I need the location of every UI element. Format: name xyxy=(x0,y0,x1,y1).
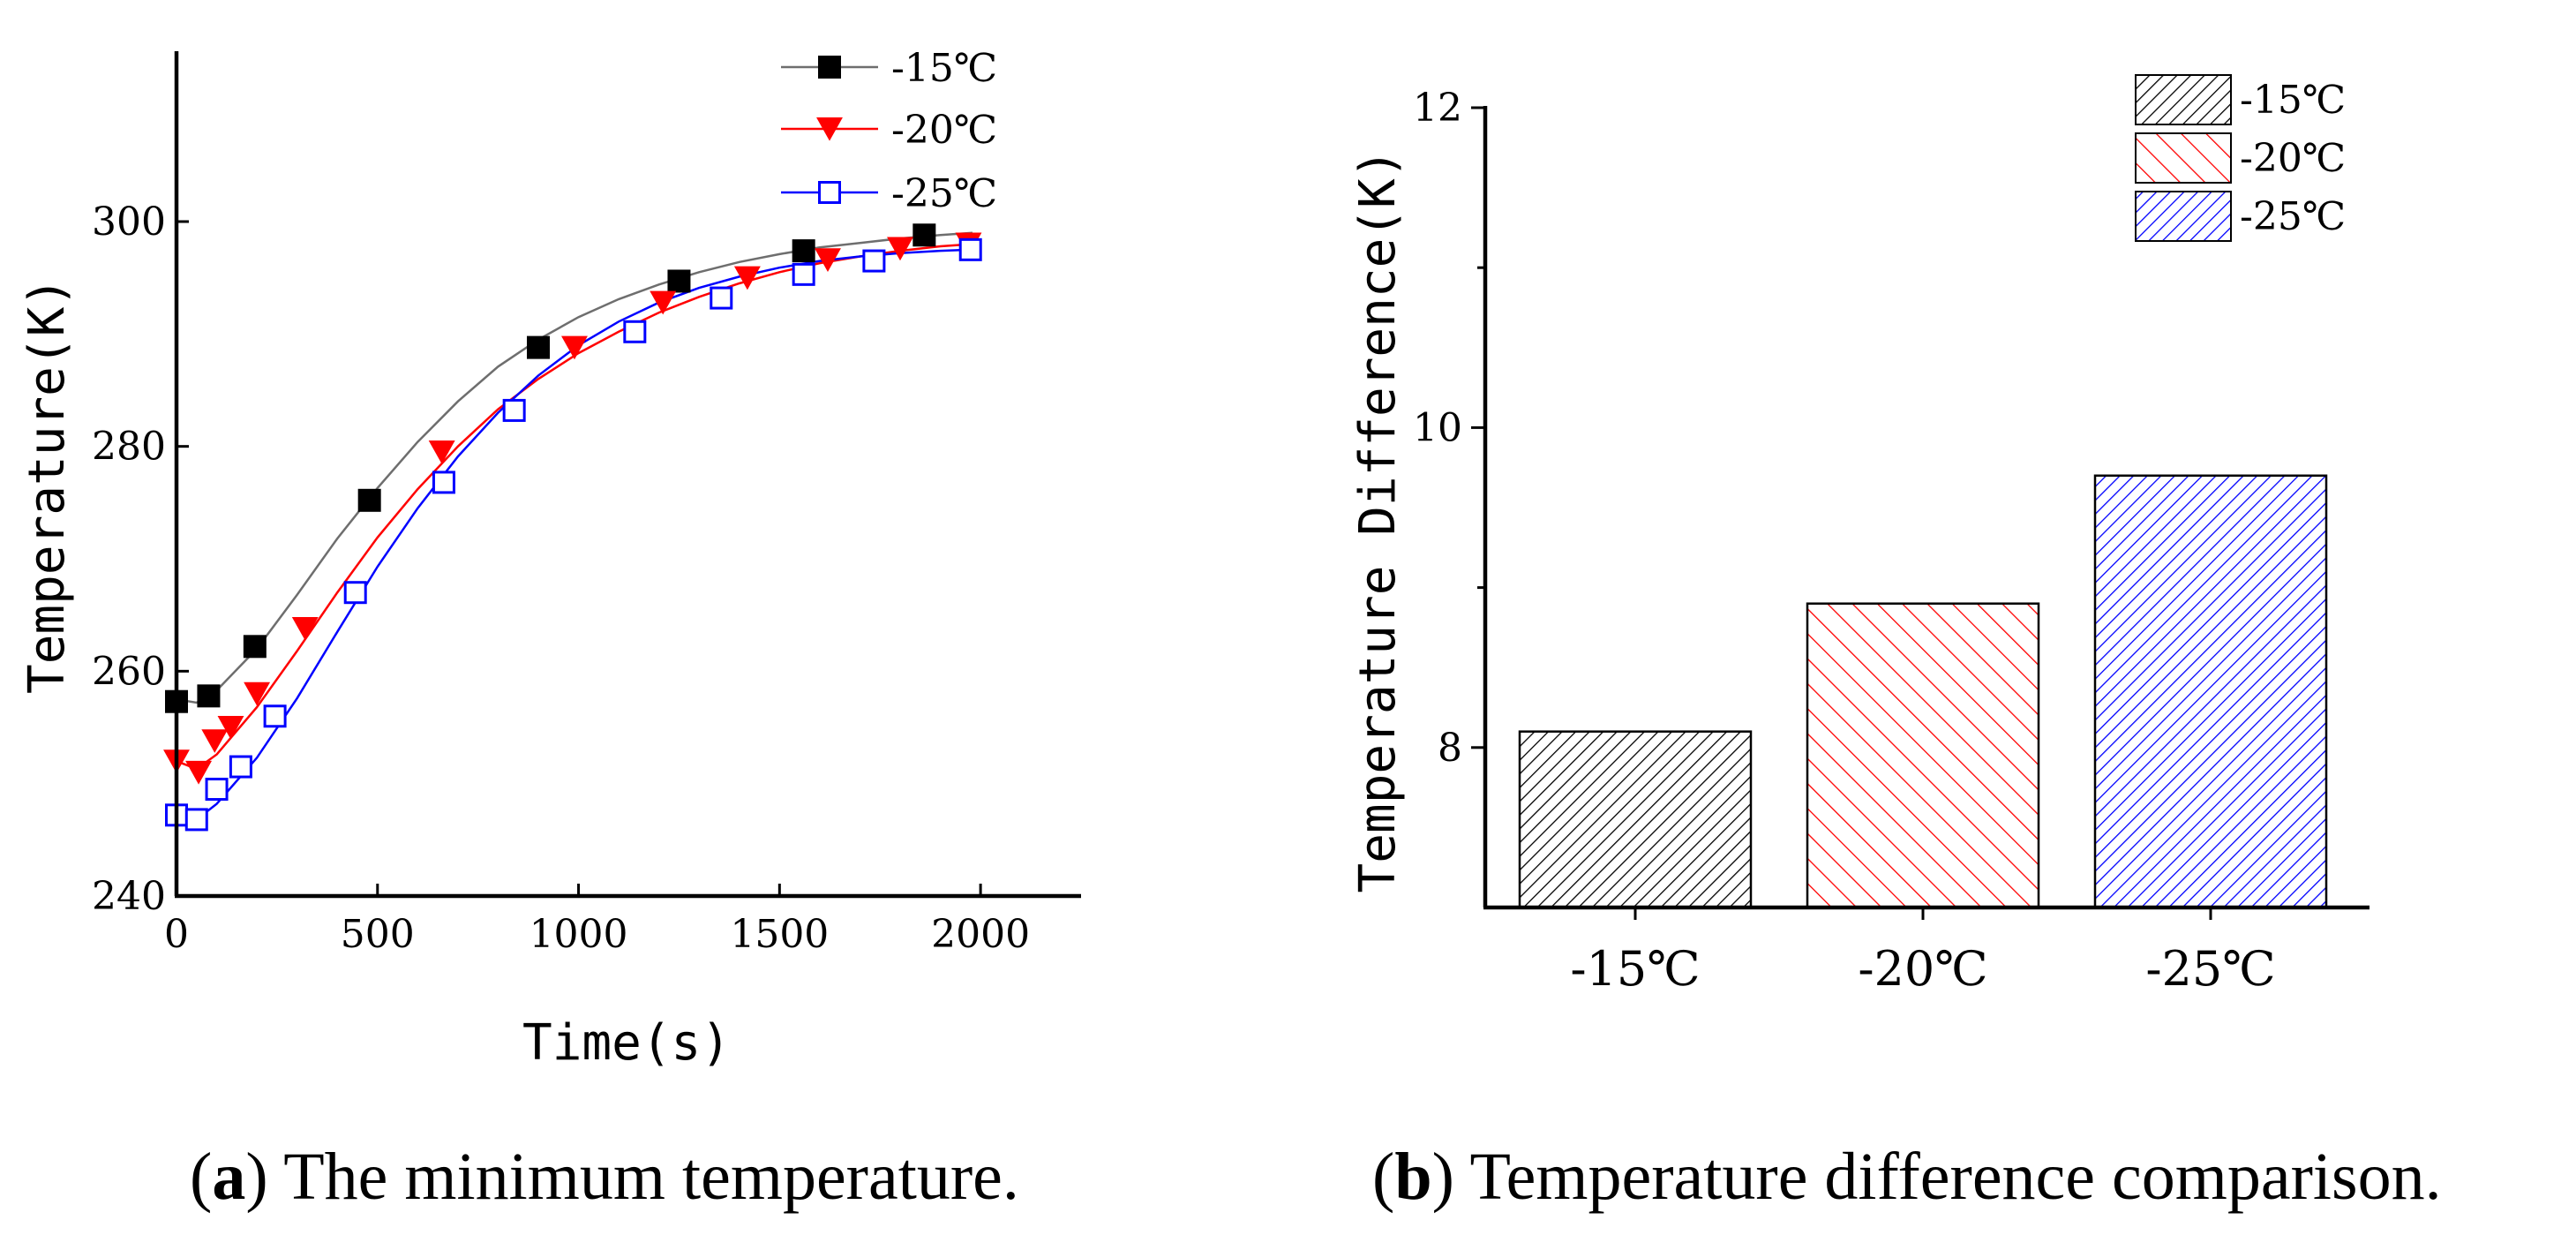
point-20c xyxy=(887,237,913,261)
point-20c xyxy=(291,616,319,641)
x-tick-label: -15℃ xyxy=(1570,941,1700,997)
legend-label: -20℃ xyxy=(891,108,997,153)
bars xyxy=(1518,474,2328,909)
legend-item-20c: -20℃ xyxy=(2135,132,2346,184)
curve-20c xyxy=(176,243,973,771)
point-25c xyxy=(623,320,647,343)
caption-a: (a) The minimum temperature. xyxy=(190,1140,1019,1214)
point-20c xyxy=(561,335,588,360)
point-20c xyxy=(815,248,841,272)
caption-a-text: The minimum temperature. xyxy=(283,1140,1019,1214)
legend: -15℃ -20℃ -25℃ xyxy=(781,46,997,216)
legend-swatch xyxy=(2135,74,2232,125)
y-tick-label: 240 xyxy=(92,874,166,919)
x-tick-label: 2000 xyxy=(931,912,1030,957)
point-25c xyxy=(229,755,252,779)
y-tick-label: 8 xyxy=(1438,726,1462,771)
legend-swatch xyxy=(2135,191,2232,242)
bar-25c xyxy=(2093,474,2328,909)
curve-15c xyxy=(176,231,973,704)
legend-label: -15℃ xyxy=(891,46,997,91)
x-tick-label: 1000 xyxy=(529,912,628,957)
point-15c xyxy=(667,269,691,293)
bar-20c xyxy=(1806,602,2040,909)
legend: -15℃ -20℃ -25℃ xyxy=(2135,74,2346,242)
point-15c xyxy=(243,635,267,659)
x-tick-label: 500 xyxy=(341,912,415,957)
legend-marker xyxy=(816,117,843,141)
point-20c xyxy=(733,266,761,290)
series-curves xyxy=(176,231,973,821)
legend-item-25c: -25℃ xyxy=(2135,191,2346,242)
caption-b-text: Temperature difference comparison. xyxy=(1469,1140,2442,1214)
y-axis-title: Temperature Difference(K) xyxy=(1349,149,1407,893)
x-tick-label: 0 xyxy=(164,912,189,957)
y-tick-label: 260 xyxy=(92,649,166,694)
axes xyxy=(174,51,1081,899)
point-25c xyxy=(792,262,815,286)
point-25c xyxy=(432,471,455,494)
x-tick-label: -20℃ xyxy=(1858,941,1987,997)
legend-label: -25℃ xyxy=(891,171,997,216)
legend-item-20c: -20℃ xyxy=(781,108,997,153)
caption-b: (b) Temperature difference comparison. xyxy=(1372,1140,2442,1214)
legend-marker xyxy=(818,181,841,204)
series-markers xyxy=(163,223,982,832)
point-15c xyxy=(357,488,381,512)
point-25c xyxy=(263,704,287,728)
y-tick-label: 280 xyxy=(92,425,166,470)
point-15c xyxy=(527,335,550,359)
legend-swatch xyxy=(2135,132,2232,184)
bar-rect xyxy=(1806,602,2040,909)
legend-item-15c: -15℃ xyxy=(781,46,997,91)
y-tick-label: 12 xyxy=(1413,86,1462,131)
point-25c xyxy=(958,237,982,261)
point-20c xyxy=(428,441,455,464)
x-tick-label: 1500 xyxy=(730,912,829,957)
x-axis-title: Time(s) xyxy=(522,1014,731,1072)
bar-15c xyxy=(1518,730,1753,909)
bar-chart-temperature-difference: 8 10 12 -15℃ -20℃ -25℃ Temperature Difference… xyxy=(1349,74,2369,997)
point-25c xyxy=(205,778,229,802)
point-25c xyxy=(343,581,367,605)
legend-item-15c: -15℃ xyxy=(2135,74,2346,125)
curve-25c xyxy=(176,248,973,821)
point-20c xyxy=(185,760,213,785)
legend-marker xyxy=(818,56,841,79)
point-25c xyxy=(862,249,886,273)
legend-label: -15℃ xyxy=(2240,78,2346,123)
y-tick-label: 10 xyxy=(1413,405,1462,450)
y-tick-label: 300 xyxy=(92,200,166,245)
point-15c xyxy=(197,684,221,708)
point-15c xyxy=(792,239,815,263)
caption-a-letter: a xyxy=(212,1140,246,1214)
caption-b-letter: b xyxy=(1394,1140,1432,1214)
point-20c xyxy=(650,290,677,315)
tick-labels: 0 500 1000 1500 2000 240 260 280 300 xyxy=(92,200,1030,957)
point-20c xyxy=(217,716,244,740)
y-axis-title: Temperature(K) xyxy=(19,277,76,694)
legend-label: -20℃ xyxy=(2240,136,2346,181)
legend-label: -25℃ xyxy=(2240,194,2346,239)
line-chart-minimum-temperature: 0 500 1000 1500 2000 240 260 280 300 Time(s) Tem… xyxy=(19,46,1081,1072)
point-20c xyxy=(201,729,229,753)
point-15c xyxy=(912,223,936,247)
bar-rect xyxy=(2093,474,2328,909)
tick-labels: 8 10 12 -15℃ -20℃ -25℃ xyxy=(1413,86,2276,997)
bar-rect xyxy=(1518,730,1753,909)
point-25c xyxy=(184,808,208,832)
x-tick-label: -25℃ xyxy=(2145,941,2275,997)
point-25c xyxy=(502,398,526,422)
legend-item-25c: -25℃ xyxy=(781,171,997,216)
axes xyxy=(1471,106,2369,920)
point-25c xyxy=(710,286,733,310)
point-20c xyxy=(244,681,271,706)
